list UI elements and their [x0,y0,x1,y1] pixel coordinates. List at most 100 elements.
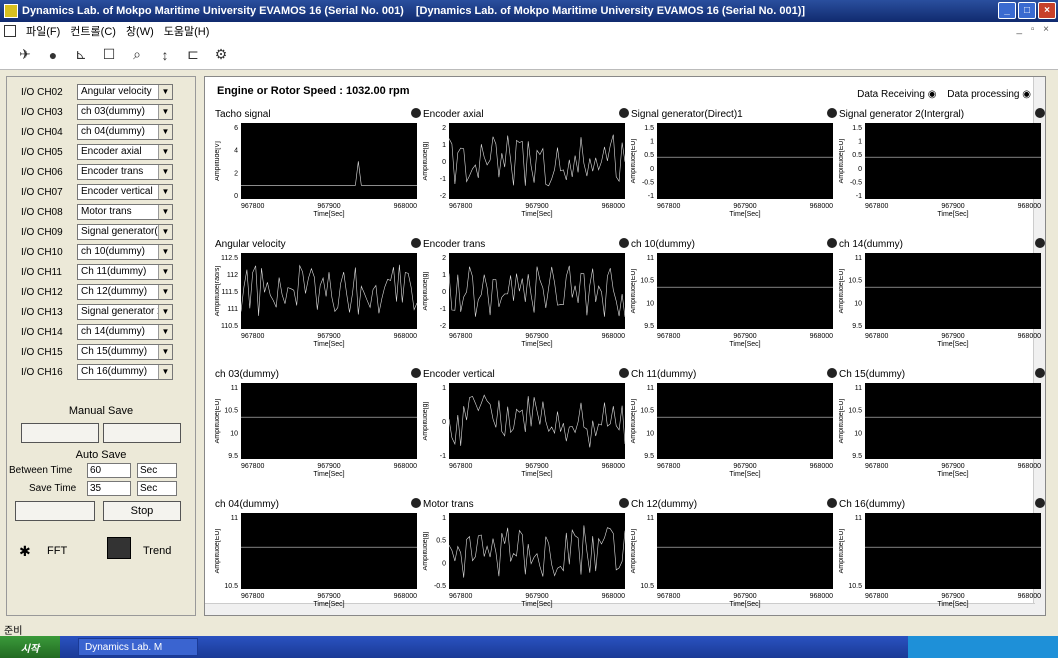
channel-select[interactable]: Ch 15(dummy) ▼ [77,344,173,360]
chevron-down-icon[interactable]: ▼ [158,85,172,99]
vertical-scrollbar[interactable] [1033,77,1045,615]
trend-label[interactable]: Trend [143,545,172,557]
plot-background [657,383,833,459]
channel-select[interactable]: ch 03(dummy) ▼ [77,104,173,120]
maximize-button[interactable]: □ [1018,2,1036,19]
channel-select[interactable]: Encoder axial ▼ [77,144,173,160]
chevron-down-icon[interactable]: ▼ [158,325,172,339]
status-led-icon [619,238,629,248]
y-tick-label: -1 [648,193,654,200]
y-tick-label: 0 [234,193,238,200]
chevron-down-icon[interactable]: ▼ [158,345,172,359]
chevron-down-icon[interactable]: ▼ [158,145,172,159]
channel-label: I/O CH05 [21,146,63,158]
auto-save-start-button[interactable] [15,501,95,521]
stop-button[interactable]: Stop [103,501,181,521]
channel-select[interactable]: ch 04(dummy) ▼ [77,124,173,140]
channel-label: I/O CH14 [21,326,63,338]
channel-select[interactable]: Ch 11(dummy) ▼ [77,264,173,280]
chart-title: ch 14(dummy) [839,239,903,250]
channel-select[interactable]: ch 14(dummy) ▼ [77,324,173,340]
channel-select[interactable]: Signal generator 2 ▼ [77,304,173,320]
y-tick-label: 11 [855,515,862,522]
horizontal-scrollbar[interactable] [205,603,1035,615]
channel-select[interactable]: Signal generator(▼ [77,224,173,240]
taskbar-app-item[interactable]: Dynamics Lab. M [78,638,198,656]
system-tray[interactable] [908,636,1058,658]
trend-icon[interactable] [107,537,131,559]
chevron-down-icon[interactable]: ▼ [158,125,172,139]
y-tick-label: 1.5 [852,125,862,132]
channel-select[interactable]: Encoder trans ▼ [77,164,173,180]
x-axis-label: Time[Sec] [313,211,344,218]
x-tick-label: 967900 [525,593,548,600]
settings-icon[interactable]: ⚙ [214,46,228,62]
title-bar[interactable]: Dynamics Lab. of Mokpo Maritime Universi… [0,0,1058,22]
between-time-input[interactable]: 60 [87,463,131,478]
y-tick-label: 11 [231,385,238,392]
chevron-down-icon[interactable]: ▼ [158,105,172,119]
y-tick-label: 11 [647,515,654,522]
status-led-icon [411,238,421,248]
menu-control[interactable]: 컨트롤(C) [70,26,116,38]
chart-title: Angular velocity [215,239,286,250]
channel-select[interactable]: Ch 12(dummy) ▼ [77,284,173,300]
channel-row: I/O CH13 Signal generator 2 ▼ [9,303,173,321]
menu-window[interactable]: 창(W) [125,26,154,38]
menu-help[interactable]: 도움말(H) [163,26,210,38]
x-tick-label: 967800 [865,463,888,470]
menu-file[interactable]: 파일(F) [26,26,61,38]
window-icon[interactable]: ☐ [102,46,116,62]
fft-label[interactable]: FFT [47,545,68,557]
channel-select[interactable]: Encoder vertical ▼ [77,184,173,200]
y-tick-label: 11 [647,385,654,392]
chevron-down-icon[interactable]: ▼ [158,225,172,239]
manual-save-button-2[interactable] [103,423,181,443]
channel-select-value: Ch 15(dummy) [81,346,148,357]
chevron-down-icon[interactable]: ▼ [158,185,172,199]
x-tick-label: 967900 [733,463,756,470]
record-icon[interactable]: ● [48,46,58,63]
manual-save-button-1[interactable] [21,423,99,443]
close-button[interactable]: × [1038,2,1056,19]
channel-label: I/O CH08 [21,206,63,218]
start-button[interactable]: 시작 [0,636,60,658]
save-time-input[interactable]: 35 [87,481,131,496]
chevron-down-icon[interactable]: ▼ [158,245,172,259]
y-tick-label: 10.5 [224,408,238,415]
y-tick-label: 1 [442,272,446,279]
y-axis-label: Amplitude[g] [423,401,429,440]
chart-icon[interactable]: ⊾ [75,46,87,62]
channel-label: I/O CH07 [21,186,63,198]
channel-select[interactable]: Ch 16(dummy) ▼ [77,364,173,380]
channel-select[interactable]: ch 10(dummy) ▼ [77,244,173,260]
signal-icon[interactable]: ↕ [161,46,169,63]
menu-icon [4,25,16,37]
chevron-down-icon[interactable]: ▼ [158,305,172,319]
between-time-unit[interactable]: Sec [137,463,177,478]
chart-title: Signal generator(Direct)1 [631,109,743,120]
y-tick-label: 10 [646,430,654,437]
x-tick-label: 968000 [602,203,625,210]
x-axis-label: Time[Sec] [521,471,552,478]
mdi-controls[interactable]: _ ▫ × [1016,24,1052,35]
minimize-button[interactable]: _ [998,2,1016,19]
fft-icon[interactable]: ✱ [19,543,31,559]
channel-select[interactable]: Motor trans ▼ [77,204,173,220]
connect-icon[interactable]: ✈ [19,46,31,62]
chevron-down-icon[interactable]: ▼ [158,265,172,279]
chevron-down-icon[interactable]: ▼ [158,285,172,299]
channel-label: I/O CH13 [21,306,63,318]
chevron-down-icon[interactable]: ▼ [158,365,172,379]
layout-icon[interactable]: ⊏ [187,46,199,62]
chevron-down-icon[interactable]: ▼ [158,165,172,179]
chart-panel: Encoder trans Amplitude[g] 2 1 0 -1 -2 967800 96… [423,238,629,364]
toolbar: ✈ ● ⊾ ☐ ⌕ ↕ ⊏ ⚙ [0,40,1058,70]
chevron-down-icon[interactable]: ▼ [158,205,172,219]
y-tick-label: -0.5 [642,179,654,186]
plot-background [865,513,1041,589]
channel-select[interactable]: Angular velocity ▼ [77,84,173,100]
save-time-unit[interactable]: Sec [137,481,177,496]
zoom-icon[interactable]: ⌕ [133,46,141,62]
